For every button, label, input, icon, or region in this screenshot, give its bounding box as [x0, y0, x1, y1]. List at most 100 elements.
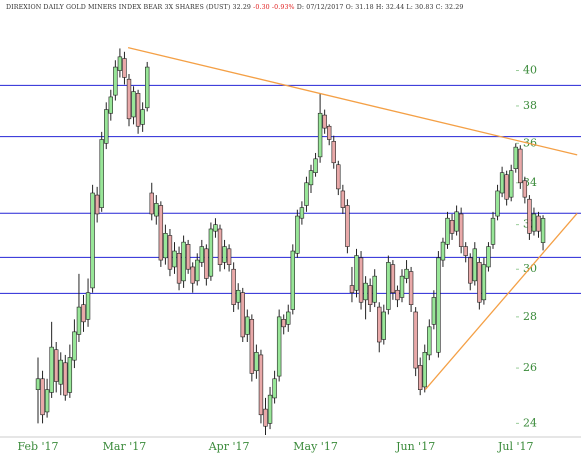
- candle-body: [208, 228, 214, 277]
- candle-body: [267, 394, 273, 424]
- x-tick-label: Jul '17: [497, 440, 534, 453]
- candle-body: [199, 246, 204, 263]
- candle-body: [508, 170, 514, 198]
- candle-body: [417, 365, 423, 390]
- candle-body: [213, 224, 218, 232]
- candle-body: [399, 275, 405, 298]
- last-price: 32.29: [232, 4, 252, 11]
- candle-body: [299, 207, 305, 219]
- candle-body: [436, 257, 441, 353]
- y-tick-label: 38: [523, 99, 537, 112]
- candle-body: [513, 146, 518, 170]
- candle-body: [258, 354, 264, 416]
- candle-body: [367, 285, 373, 305]
- candle-body: [94, 194, 100, 215]
- candle-body: [231, 268, 236, 305]
- close: C: 32.29: [435, 4, 464, 11]
- candle-body: [236, 289, 241, 303]
- candle-body: [53, 349, 59, 382]
- candle-body: [122, 58, 127, 78]
- candle-body: [326, 125, 332, 140]
- candle-body: [358, 257, 364, 303]
- candle-body: [308, 170, 314, 186]
- candle-body: [377, 306, 382, 343]
- candle-body: [176, 252, 182, 284]
- candle-body: [427, 326, 432, 356]
- candle-body: [404, 268, 409, 279]
- candle-body: [295, 215, 300, 254]
- candle-body: [540, 218, 546, 243]
- candle-body: [349, 285, 355, 293]
- y-tick-label: 26: [523, 361, 537, 374]
- candle-body: [181, 241, 186, 282]
- candle-body: [440, 241, 446, 261]
- candle-body: [49, 346, 54, 393]
- change: -0.30: [253, 4, 270, 11]
- candle-body: [522, 180, 528, 198]
- candle-body: [495, 190, 500, 217]
- candle-body: [331, 141, 336, 164]
- quote-header: DIREXION DAILY GOLD MINERS INDEX BEAR 3X…: [6, 4, 463, 11]
- candle-body: [445, 217, 450, 245]
- candle-body: [472, 248, 477, 282]
- candle-body: [477, 262, 482, 303]
- candle-body: [85, 292, 91, 320]
- trend-line: [127, 46, 578, 156]
- candle-body: [518, 148, 523, 184]
- candle-body: [204, 248, 209, 279]
- candle-body: [90, 192, 95, 289]
- x-tick-label: Apr '17: [208, 440, 250, 453]
- candle-body: [363, 282, 368, 301]
- candle-body: [458, 213, 464, 247]
- candle-body: [104, 109, 109, 144]
- candle-body: [113, 66, 118, 96]
- candle-body: [190, 266, 195, 284]
- candle-body: [386, 262, 391, 310]
- candle-body: [249, 319, 255, 374]
- candle-body: [263, 408, 268, 427]
- date: D: 07/12/2017: [296, 4, 344, 11]
- candle-body: [240, 292, 245, 338]
- candle-body: [72, 331, 77, 361]
- candle-body: [149, 192, 154, 215]
- candle-body: [536, 215, 541, 232]
- candle-body: [108, 96, 114, 114]
- candle-body: [58, 359, 63, 385]
- x-tick-label: Jun '17: [395, 440, 435, 453]
- candle-body: [226, 248, 232, 265]
- candle-body: [167, 235, 173, 270]
- candle-body: [431, 297, 437, 325]
- candle-body: [99, 139, 104, 208]
- candle-body: [76, 306, 82, 335]
- candle-body: [322, 114, 327, 129]
- candle-body: [154, 203, 159, 217]
- candle-body: [40, 378, 45, 416]
- candle-body: [381, 311, 386, 340]
- symbol-name: DIREXION DAILY GOLD MINERS INDEX BEAR 3X…: [6, 4, 231, 11]
- candle-body: [527, 198, 532, 234]
- high: H: 32.44: [375, 4, 405, 11]
- candle-body: [504, 174, 509, 200]
- x-tick-label: May '17: [293, 440, 338, 453]
- candle-body: [44, 389, 50, 413]
- y-tick-label: 24: [523, 416, 537, 429]
- candle-body: [195, 259, 200, 282]
- candle-body: [135, 93, 141, 127]
- candle-body: [117, 56, 123, 71]
- candle-body: [354, 255, 359, 291]
- candle-body: [313, 158, 318, 173]
- y-tick-label: 36: [523, 136, 537, 149]
- candle-body: [217, 228, 223, 265]
- candle-body: [336, 164, 341, 190]
- x-tick-label: Mar '17: [103, 440, 147, 453]
- y-tick-label: 40: [523, 64, 537, 77]
- candle-body: [81, 304, 86, 323]
- candle-body: [245, 316, 250, 335]
- candle-body: [163, 233, 168, 259]
- candle-body: [395, 289, 400, 301]
- trend-line: [424, 212, 578, 391]
- candle-body: [185, 244, 191, 270]
- candle-body: [254, 352, 259, 372]
- candle-body: [468, 257, 473, 284]
